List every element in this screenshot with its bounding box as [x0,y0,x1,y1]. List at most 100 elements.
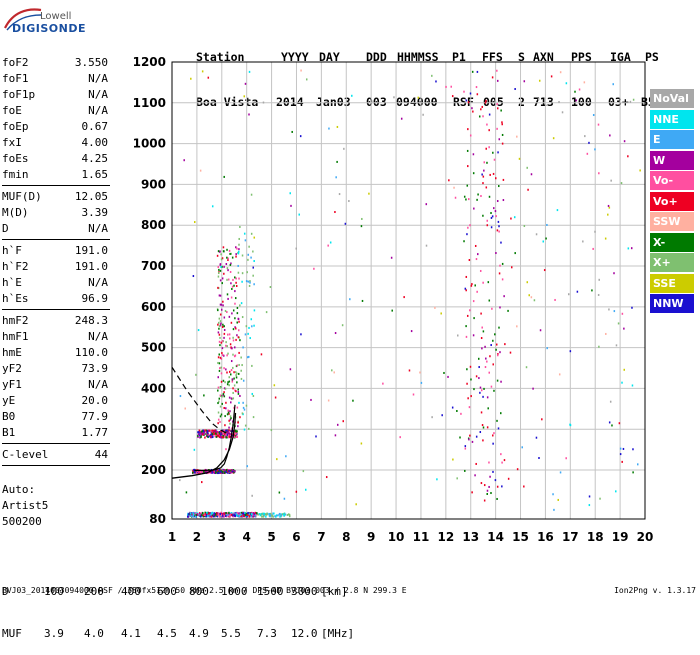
echo-point [209,512,211,515]
echo-point [207,515,210,518]
echo-point [597,293,600,296]
echo-point [484,345,486,348]
echo-point [227,269,229,272]
echo-point [237,421,239,424]
echo-point [230,401,232,404]
echo-point [240,356,242,359]
echo-point [222,300,224,303]
param-name: D [2,222,9,235]
echo-point [452,458,454,461]
echo-point [469,434,471,437]
echo-point [207,432,209,435]
echo-point [498,225,500,228]
echo-point [610,179,612,182]
echo-point [236,312,239,315]
header-label-10: IGA [610,50,631,64]
echo-point [431,74,433,77]
echo-point [216,434,218,437]
echo-point [242,406,245,409]
echo-point [400,117,403,120]
echo-point [282,513,285,516]
echo-point [226,371,228,374]
echo-point [213,469,215,472]
echo-point [507,477,510,480]
param-row: h`Es 96.9 [2,291,108,307]
echo-point [230,296,233,299]
x-tick-label: 12 [437,530,454,544]
echo-point [231,468,233,471]
echo-point [237,425,239,428]
echo-point [223,406,225,409]
echo-point [225,341,227,344]
logo-digisonde: DIGISONDE [12,22,86,35]
echo-point [514,88,516,91]
echo-point [236,247,238,250]
echo-point [213,471,216,474]
echo-point [495,348,497,351]
param-row: C-level 44 [2,447,108,463]
header-label-0: Station [196,50,245,64]
echo-point [216,512,219,515]
echo-point [230,513,232,516]
echo-point [475,375,478,378]
echo-point [223,391,225,394]
echo-point [465,325,467,328]
param-row: yE 20.0 [2,393,108,409]
echo-point [246,513,249,516]
echo-point [217,376,219,379]
echo-point [295,490,298,493]
echo-point [217,361,219,364]
echo-point [244,82,247,85]
echo-point [225,448,227,451]
echo-point [201,481,203,484]
echo-point [210,512,213,515]
echo-point [231,380,234,383]
echo-point [209,515,211,518]
param-row: hmE 110.0 [2,345,108,361]
echo-point [500,241,502,244]
echo-point [235,327,237,330]
echo-point [203,514,206,517]
muf-cell: 3000 [291,585,318,598]
param-value: 248.3 [74,314,108,327]
echo-point [497,151,499,154]
echo-point [501,142,504,145]
echo-point [192,515,195,518]
echo-point [220,303,223,306]
echo-point [556,209,559,212]
echo-point [234,346,236,349]
x-tick-label: 8 [342,530,350,544]
echo-point [469,134,472,137]
echo-point [237,513,240,516]
echo-point [243,513,245,516]
echo-point [466,149,469,152]
echo-point [275,514,278,517]
echo-point [199,169,202,172]
echo-point [554,298,556,301]
echo-point [231,378,234,381]
echo-point [465,99,468,102]
echo-point [252,250,254,253]
echo-point [220,357,223,360]
echo-point [469,224,471,227]
x-tick-label: 10 [388,530,405,544]
echo-point [608,206,611,209]
echo-point [450,85,452,88]
header-value-9: 100 [571,95,592,109]
muf-unit: [MHz] [321,627,355,640]
echo-point [464,447,467,450]
echo-point [498,185,500,188]
echo-point [223,325,225,328]
echo-point [262,512,265,515]
x-tick-label: 18 [587,530,604,544]
echo-point [496,69,498,72]
echo-point [232,353,234,356]
echo-point [268,513,270,516]
param-value: N/A [88,276,108,289]
param-row: h`E N/A [2,275,108,291]
echo-point [488,146,490,149]
echo-point [227,333,229,336]
x-tick-label: 19 [612,530,629,544]
echo-point [526,281,529,284]
echo-point [222,469,224,472]
